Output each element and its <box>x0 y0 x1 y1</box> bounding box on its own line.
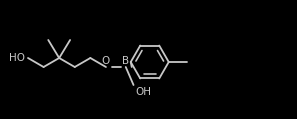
Text: OH: OH <box>135 87 151 97</box>
Text: O: O <box>102 56 110 66</box>
Text: HO: HO <box>9 53 25 63</box>
Text: B: B <box>122 56 129 66</box>
